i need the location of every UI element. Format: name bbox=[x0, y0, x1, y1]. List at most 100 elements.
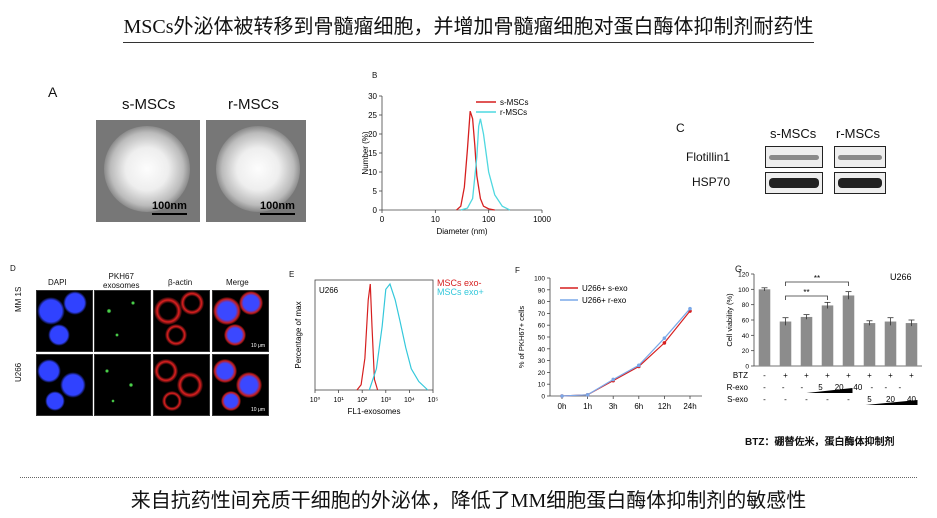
x-tick-label: 1000 bbox=[533, 215, 551, 224]
scalebar: 10 μm bbox=[251, 407, 265, 413]
panel-d-label: D bbox=[10, 264, 16, 273]
btz-sign: - bbox=[763, 371, 766, 380]
condition-row-label: R-exo bbox=[727, 383, 749, 392]
cell bbox=[95, 297, 123, 325]
x-tick-label: 10⁴ bbox=[404, 397, 415, 404]
series-line-U266+ s-exo bbox=[561, 310, 691, 397]
panel-d-col-actin: β-actin bbox=[168, 278, 193, 287]
y-tick-label: 100 bbox=[534, 276, 545, 283]
chart-e: 10⁰ 10¹ 10² 10³ 10⁴ 10⁵ FL1-exosomes Percentage… bbox=[294, 278, 484, 416]
y-tick-label: 20 bbox=[538, 370, 546, 377]
panel-a-label: A bbox=[48, 84, 58, 100]
btz-sign: + bbox=[825, 371, 830, 380]
x-tick-label: 1h bbox=[583, 402, 592, 411]
y-tick-label: 40 bbox=[538, 346, 546, 353]
s-exo-dose: - bbox=[763, 395, 766, 404]
y-tick-label: 25 bbox=[368, 111, 377, 120]
panel-c-row2: HSP70 bbox=[692, 175, 731, 189]
bar bbox=[905, 323, 918, 366]
s-exo-dose-wedge bbox=[865, 400, 918, 405]
confocal-tile bbox=[36, 354, 93, 416]
cell-line-label: U266 bbox=[890, 272, 912, 282]
bar bbox=[842, 295, 855, 366]
r-exo-dose: - bbox=[898, 383, 901, 392]
s-exo-dose: 20 bbox=[886, 395, 895, 404]
cell bbox=[154, 359, 178, 383]
panel-d-row-u266: U266 bbox=[14, 362, 23, 382]
cell-line-label: U266 bbox=[319, 286, 339, 295]
r-exo-dose: - bbox=[782, 383, 785, 392]
panel-f-label: F bbox=[515, 266, 520, 275]
r-exo-dose: 20 bbox=[835, 383, 844, 392]
legend-label: U266+ r-exo bbox=[582, 296, 627, 305]
series-line-s-MSCs bbox=[456, 111, 495, 211]
cell bbox=[239, 291, 263, 315]
s-exo-dose: - bbox=[805, 395, 808, 404]
y-tick-label: 15 bbox=[368, 149, 377, 158]
y-tick-label: 70 bbox=[538, 311, 546, 318]
significance-marker: ** bbox=[814, 274, 820, 283]
cell bbox=[213, 359, 237, 383]
panel-c-col1: s-MSCs bbox=[770, 126, 817, 141]
panel-a-img1-title: s-MSCs bbox=[122, 96, 176, 113]
cell bbox=[162, 391, 182, 411]
cell bbox=[121, 291, 145, 315]
x-tick-label: 10 bbox=[431, 215, 440, 224]
bar bbox=[779, 321, 792, 366]
s-exo-dose: - bbox=[784, 395, 787, 404]
btz-sign: + bbox=[888, 371, 893, 380]
y-tick-label: 60 bbox=[742, 318, 750, 325]
data-point bbox=[560, 394, 564, 398]
blot-hsp70-r bbox=[834, 172, 886, 194]
cell bbox=[37, 359, 61, 383]
cell bbox=[106, 324, 128, 346]
panel-b-label: B bbox=[372, 71, 378, 80]
x-tick-label: 100 bbox=[482, 215, 496, 224]
data-point bbox=[611, 377, 615, 382]
legend-label: MSCs exo+ bbox=[437, 287, 484, 297]
condition-row-label: BTZ bbox=[733, 371, 748, 380]
cell bbox=[154, 297, 182, 325]
y-axis-label: Cell viability (%) bbox=[725, 293, 734, 347]
y-tick-label: 120 bbox=[738, 272, 749, 279]
em-image-s-mscs: 100nm bbox=[96, 120, 200, 222]
y-tick-label: 50 bbox=[538, 335, 546, 342]
y-tick-label: 40 bbox=[742, 333, 750, 340]
em-image-r-mscs: 100nm bbox=[206, 120, 306, 222]
cell bbox=[236, 372, 262, 398]
bar bbox=[821, 305, 834, 366]
y-axis-label: Percentage of max bbox=[294, 301, 303, 368]
y-tick-label: 60 bbox=[538, 323, 546, 330]
divider bbox=[20, 477, 917, 478]
cell bbox=[177, 372, 203, 398]
btz-sign: + bbox=[867, 371, 872, 380]
y-axis-label: Number (%) bbox=[361, 131, 370, 174]
cell bbox=[37, 297, 65, 325]
panel-d-col-dapi: DAPI bbox=[48, 278, 67, 287]
confocal-tile bbox=[94, 290, 151, 352]
y-tick-label: 10 bbox=[368, 168, 377, 177]
series-line-MSCs exo+ bbox=[368, 282, 429, 391]
bar bbox=[800, 316, 813, 366]
s-exo-dose: 40 bbox=[907, 395, 916, 404]
series-line-MSCs exo- bbox=[356, 283, 379, 391]
x-tick-label: 6h bbox=[634, 402, 643, 411]
page-title: MSCs外泌体被转移到骨髓瘤细胞，并增加骨髓瘤细胞对蛋白酶体抑制剂耐药性 bbox=[0, 10, 937, 43]
bar bbox=[884, 321, 897, 366]
scalebar: 100nm bbox=[152, 200, 187, 215]
cell bbox=[45, 391, 65, 411]
data-point bbox=[688, 306, 692, 311]
s-exo-dose: - bbox=[826, 395, 829, 404]
y-tick-label: 30 bbox=[368, 92, 377, 101]
panel-c-col2: r-MSCs bbox=[836, 126, 881, 141]
y-tick-label: 20 bbox=[742, 348, 750, 355]
y-tick-label: 0 bbox=[373, 206, 378, 215]
x-tick-label: 0h bbox=[558, 402, 567, 411]
panel-d-col-merge: Merge bbox=[226, 278, 249, 287]
cell bbox=[48, 324, 70, 346]
cell bbox=[95, 359, 119, 383]
panel-d-col-pkh67: PKH67 exosomes bbox=[103, 272, 140, 290]
cell bbox=[213, 297, 241, 325]
cell bbox=[60, 372, 86, 398]
blot-flotillin-s bbox=[765, 146, 823, 168]
